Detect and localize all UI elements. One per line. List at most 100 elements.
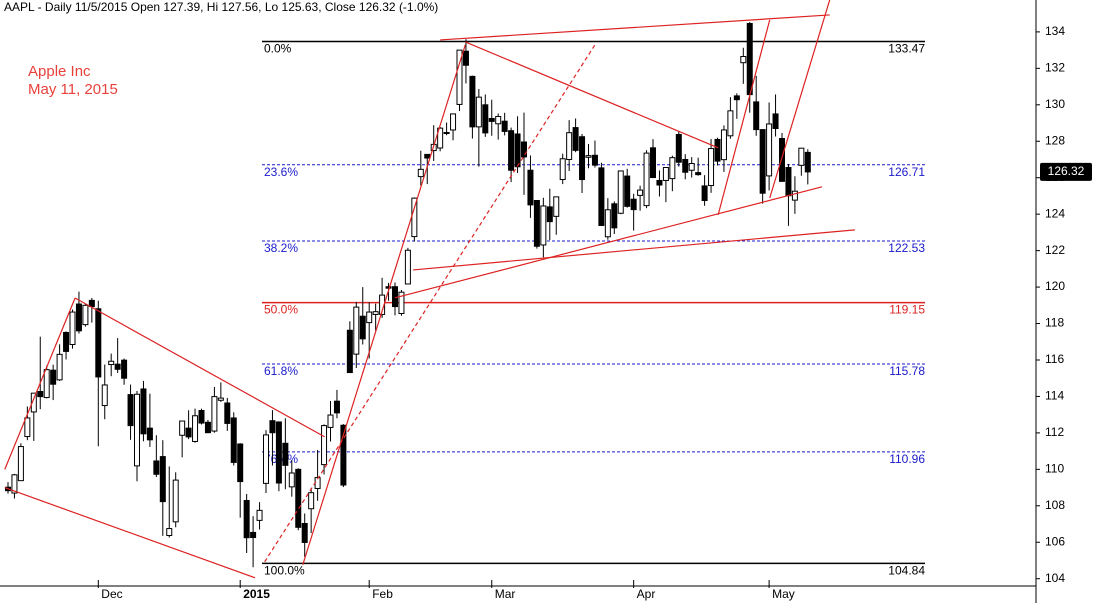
candle-body xyxy=(437,127,444,149)
candle-body xyxy=(101,384,108,407)
candle-body xyxy=(501,120,508,132)
candle-body xyxy=(617,170,624,214)
y-tick-label: 122 xyxy=(1045,243,1065,257)
x-tick-label: May xyxy=(772,587,795,601)
y-tick-label: 106 xyxy=(1045,534,1065,548)
candle-body xyxy=(321,425,328,466)
candle-body xyxy=(450,113,457,131)
candle-body xyxy=(385,286,392,289)
fib-value: 122.53 xyxy=(888,241,925,255)
candle-body xyxy=(682,158,689,173)
candle-body xyxy=(346,329,353,374)
candle-body xyxy=(785,167,792,197)
candle-body xyxy=(533,199,540,247)
candle-body xyxy=(140,388,147,435)
candle-body xyxy=(327,414,334,428)
candle-body xyxy=(462,50,469,66)
fib-value: 104.84 xyxy=(888,564,925,578)
candle-body xyxy=(488,117,495,122)
y-tick-label: 114 xyxy=(1045,389,1064,403)
candle-body xyxy=(146,427,153,441)
candle-body xyxy=(624,175,631,207)
candle-body xyxy=(24,417,31,438)
candle-body xyxy=(514,133,521,168)
candle-body xyxy=(798,147,805,166)
fib-value: 133.47 xyxy=(888,42,925,56)
candle-body xyxy=(508,130,515,171)
candle-body xyxy=(114,363,121,370)
trendline xyxy=(4,297,76,470)
candle-body xyxy=(675,134,682,163)
candle-body xyxy=(598,167,605,226)
candle-body xyxy=(88,299,95,308)
candle-body xyxy=(288,472,295,488)
x-tick-label: Feb xyxy=(372,587,393,601)
trendline xyxy=(717,19,771,216)
candle-body xyxy=(637,189,644,196)
candle-body xyxy=(546,206,553,223)
trendline xyxy=(74,297,325,438)
candle-body xyxy=(475,96,482,128)
candle-body xyxy=(540,205,547,246)
candle-body xyxy=(217,397,224,401)
candle-body xyxy=(359,315,366,340)
candle-body xyxy=(656,179,663,186)
candle-body xyxy=(166,528,173,537)
candle-body xyxy=(669,157,676,180)
candle-body xyxy=(740,56,747,64)
price-box-label: 126.32 xyxy=(1048,164,1085,178)
candle-body xyxy=(198,409,205,424)
trendline xyxy=(394,186,823,299)
candle-body xyxy=(159,456,166,503)
candle-body xyxy=(17,446,24,482)
candle-body xyxy=(791,190,798,201)
candle-body xyxy=(804,151,811,173)
candle-body xyxy=(95,308,102,378)
y-tick-label: 116 xyxy=(1045,352,1064,366)
candle-body xyxy=(779,138,785,182)
candle-body xyxy=(708,148,715,187)
y-tick-label: 120 xyxy=(1045,279,1065,293)
candle-body xyxy=(469,75,476,128)
candle-body xyxy=(263,434,269,484)
candle-body xyxy=(134,393,140,467)
candle-body xyxy=(688,162,695,171)
candle-body xyxy=(727,110,734,137)
candle-body xyxy=(269,420,276,434)
fib-value: 115.78 xyxy=(889,364,925,378)
trendline xyxy=(413,229,855,271)
candle-body xyxy=(121,359,128,379)
candle-body xyxy=(456,49,463,105)
candle-body xyxy=(301,522,308,543)
candle-body xyxy=(443,132,450,135)
candle-body xyxy=(572,127,579,151)
candle-body xyxy=(372,311,379,315)
candle-body xyxy=(308,492,315,510)
y-tick-label: 108 xyxy=(1045,498,1065,512)
y-tick-label: 112 xyxy=(1045,425,1064,439)
candle-body xyxy=(250,531,257,539)
trendline xyxy=(769,0,831,199)
candle-body xyxy=(662,167,669,181)
trendline xyxy=(264,44,596,563)
annotation: Apple Inc xyxy=(28,63,91,80)
candle-body xyxy=(553,196,560,217)
candle-body xyxy=(179,420,186,436)
candle-body xyxy=(643,152,650,207)
candle-body xyxy=(30,392,37,413)
y-tick-label: 124 xyxy=(1045,206,1065,220)
candle-body xyxy=(766,123,773,177)
candle-body xyxy=(366,311,373,324)
candle-body xyxy=(495,115,502,125)
candle-body xyxy=(11,474,18,494)
candle-body xyxy=(37,391,44,398)
candle-body xyxy=(753,101,760,131)
fib-label: 50.0% xyxy=(264,303,298,317)
candle-body xyxy=(127,394,134,427)
x-tick-label: 2015 xyxy=(243,587,270,601)
candle-body xyxy=(772,113,779,130)
candle-body xyxy=(759,129,766,194)
candle-body xyxy=(720,129,727,161)
candle-body xyxy=(211,396,218,432)
